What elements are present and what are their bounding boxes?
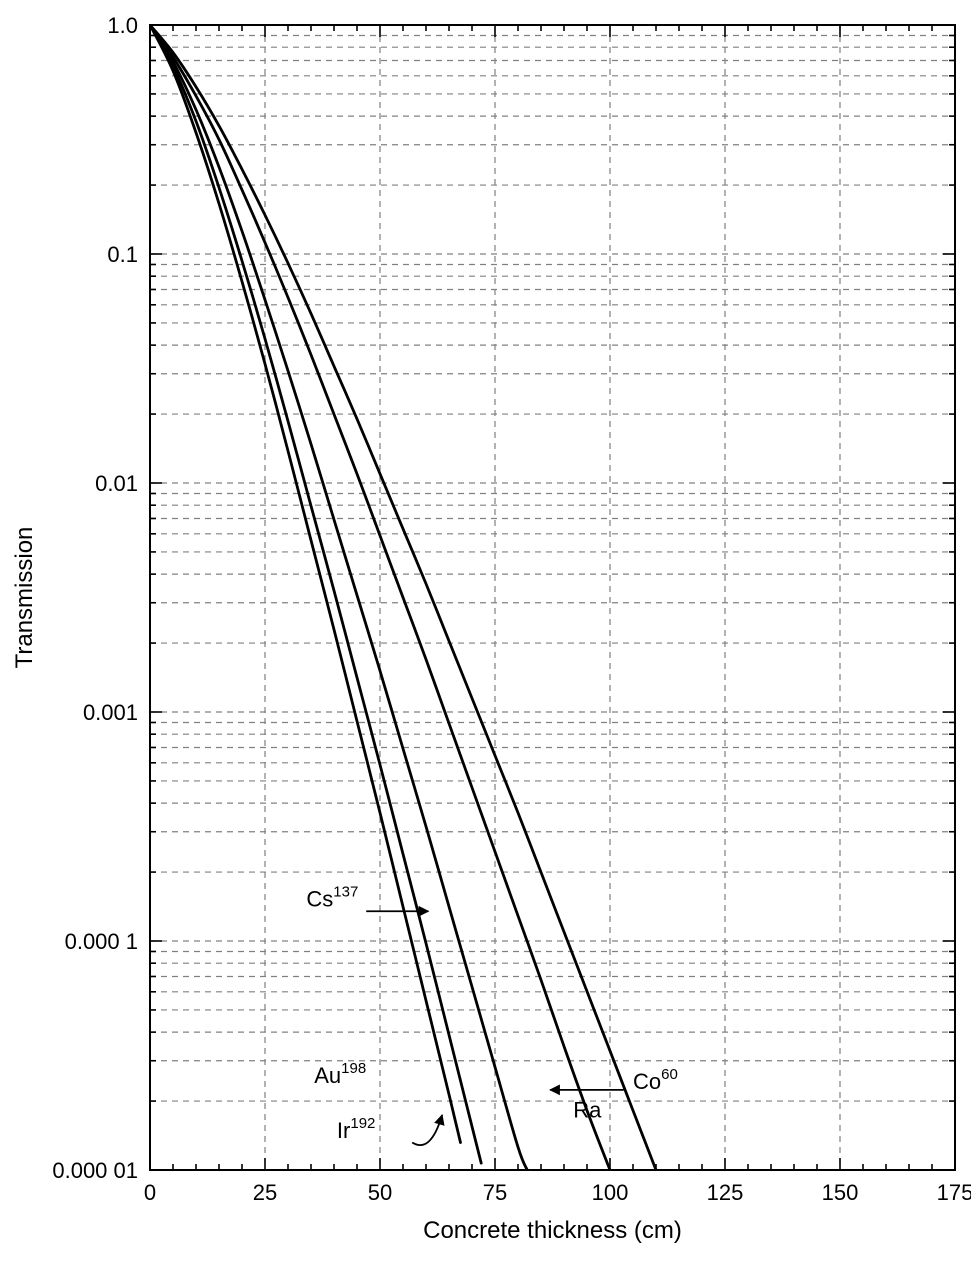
- yaxis-label: Transmission: [11, 527, 38, 669]
- yaxis-tick-label: 0.000 1: [65, 929, 138, 954]
- xaxis-tick-label: 50: [368, 1180, 392, 1205]
- xaxis-tick-label: 125: [707, 1180, 744, 1205]
- xaxis-tick-label: 175: [937, 1180, 971, 1205]
- yaxis-tick-label: 0.01: [95, 471, 138, 496]
- yaxis-tick-label: 0.000 01: [52, 1158, 138, 1183]
- transmission-chart: 0 25 50 75 100 125 150 175 1.0 0.1 0.01 0.001 0.000 …: [0, 0, 971, 1267]
- yaxis-tick-label: 1.0: [107, 13, 138, 38]
- xaxis-tick-label: 150: [822, 1180, 859, 1205]
- xaxis-tick-label: 75: [483, 1180, 507, 1205]
- xaxis-tick-label: 25: [253, 1180, 277, 1205]
- chart-svg: 0 25 50 75 100 125 150 175 1.0 0.1 0.01 0.001 0.000 …: [0, 0, 971, 1267]
- yaxis-tick-label: 0.1: [107, 242, 138, 267]
- xaxis-tick-label: 100: [592, 1180, 629, 1205]
- xaxis-label: Concrete thickness (cm): [423, 1217, 682, 1244]
- yaxis-tick-label: 0.001: [83, 700, 138, 725]
- xaxis-tick-label: 0: [144, 1180, 156, 1205]
- series-label-Ra: Ra: [573, 1097, 602, 1122]
